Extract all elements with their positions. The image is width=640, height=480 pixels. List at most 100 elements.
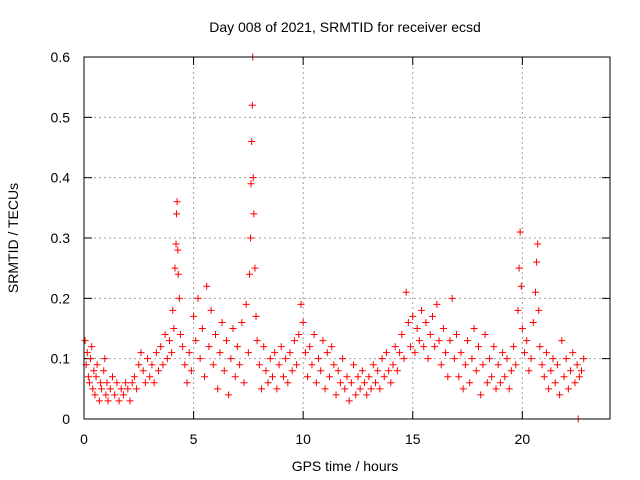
data-point <box>157 343 165 351</box>
data-point <box>512 361 520 369</box>
data-point <box>111 391 119 399</box>
data-point <box>174 246 182 254</box>
data-point <box>490 343 498 351</box>
data-point <box>108 373 116 381</box>
data-point <box>578 367 586 375</box>
y-tick-label: 0 <box>62 411 70 427</box>
data-point <box>266 355 274 363</box>
data-point <box>250 210 258 218</box>
data-point <box>155 367 163 375</box>
data-point <box>242 300 250 308</box>
data-point <box>461 361 469 369</box>
data-point <box>424 355 432 363</box>
data-point <box>523 337 531 345</box>
axis-ticks: 0 0.1 0.2 0.3 0.4 0.5 0.6 0 5 10 15 20 <box>51 49 610 447</box>
data-point <box>130 373 138 381</box>
data-point <box>464 337 472 345</box>
data-point <box>516 228 524 236</box>
data-point <box>540 373 548 381</box>
data-point <box>181 361 189 369</box>
data-point <box>409 312 417 320</box>
data-point <box>453 331 461 339</box>
y-tick-label: 0.2 <box>51 290 71 306</box>
data-point <box>174 270 182 278</box>
data-point <box>536 343 544 351</box>
data-point <box>172 210 180 218</box>
data-point <box>227 355 235 363</box>
data-point <box>332 391 340 399</box>
data-point <box>496 379 504 387</box>
data-point <box>238 318 246 326</box>
data-point <box>517 282 525 290</box>
data-point <box>328 343 336 351</box>
data-point <box>343 373 351 381</box>
data-point <box>179 343 187 351</box>
data-point <box>146 373 154 381</box>
data-point <box>252 312 260 320</box>
data-point <box>273 385 281 393</box>
data-point <box>100 367 108 375</box>
data-point <box>418 306 426 314</box>
data-point <box>128 379 136 387</box>
data-point <box>141 379 149 387</box>
data-point <box>139 367 147 375</box>
data-point <box>220 367 228 375</box>
data-point <box>371 379 379 387</box>
data-point <box>501 373 509 381</box>
data-point <box>106 385 114 393</box>
x-tick-label: 10 <box>295 431 311 447</box>
x-tick-label: 15 <box>405 431 421 447</box>
data-point <box>518 325 526 332</box>
data-point <box>229 325 237 332</box>
data-point <box>104 397 112 405</box>
data-point <box>187 367 195 375</box>
data-point <box>369 361 377 369</box>
data-point <box>448 294 456 302</box>
data-point <box>98 385 106 393</box>
data-point <box>477 391 485 399</box>
data-point <box>551 379 559 387</box>
data-point <box>89 385 97 393</box>
data-point <box>96 379 104 387</box>
data-point <box>481 331 489 339</box>
data-point <box>101 355 109 363</box>
data-point <box>201 373 209 381</box>
data-point <box>529 318 537 326</box>
data-point <box>510 343 518 351</box>
data-point <box>236 361 244 369</box>
data-point <box>573 361 581 369</box>
data-point <box>81 337 89 345</box>
data-point <box>253 337 261 345</box>
data-point <box>330 361 338 369</box>
data-point <box>319 337 327 345</box>
data-point <box>315 355 323 363</box>
data-point <box>494 361 502 369</box>
x-axis-label: GPS time / hours <box>292 458 399 474</box>
data-point <box>505 385 513 393</box>
data-point <box>161 331 169 339</box>
data-point <box>468 355 476 363</box>
data-point <box>367 385 375 393</box>
data-point <box>304 373 312 381</box>
data-point <box>137 349 145 357</box>
data-point <box>374 367 382 375</box>
data-point <box>389 361 397 369</box>
data-point <box>385 367 393 375</box>
chart-title: Day 008 of 2021, SRMTID for receiver ecs… <box>209 19 481 35</box>
data-point <box>122 379 130 387</box>
data-point <box>288 367 296 375</box>
data-point <box>450 355 458 363</box>
data-point <box>198 325 206 332</box>
data-point <box>547 367 555 375</box>
data-point <box>124 385 132 393</box>
data-point <box>380 373 388 381</box>
data-point <box>92 373 100 381</box>
data-point <box>190 312 198 320</box>
data-point <box>396 349 404 357</box>
data-point <box>299 318 307 326</box>
data-point <box>286 349 294 357</box>
data-point <box>175 294 183 302</box>
data-point <box>420 343 428 351</box>
data-point <box>90 367 98 375</box>
data-point <box>152 349 160 357</box>
